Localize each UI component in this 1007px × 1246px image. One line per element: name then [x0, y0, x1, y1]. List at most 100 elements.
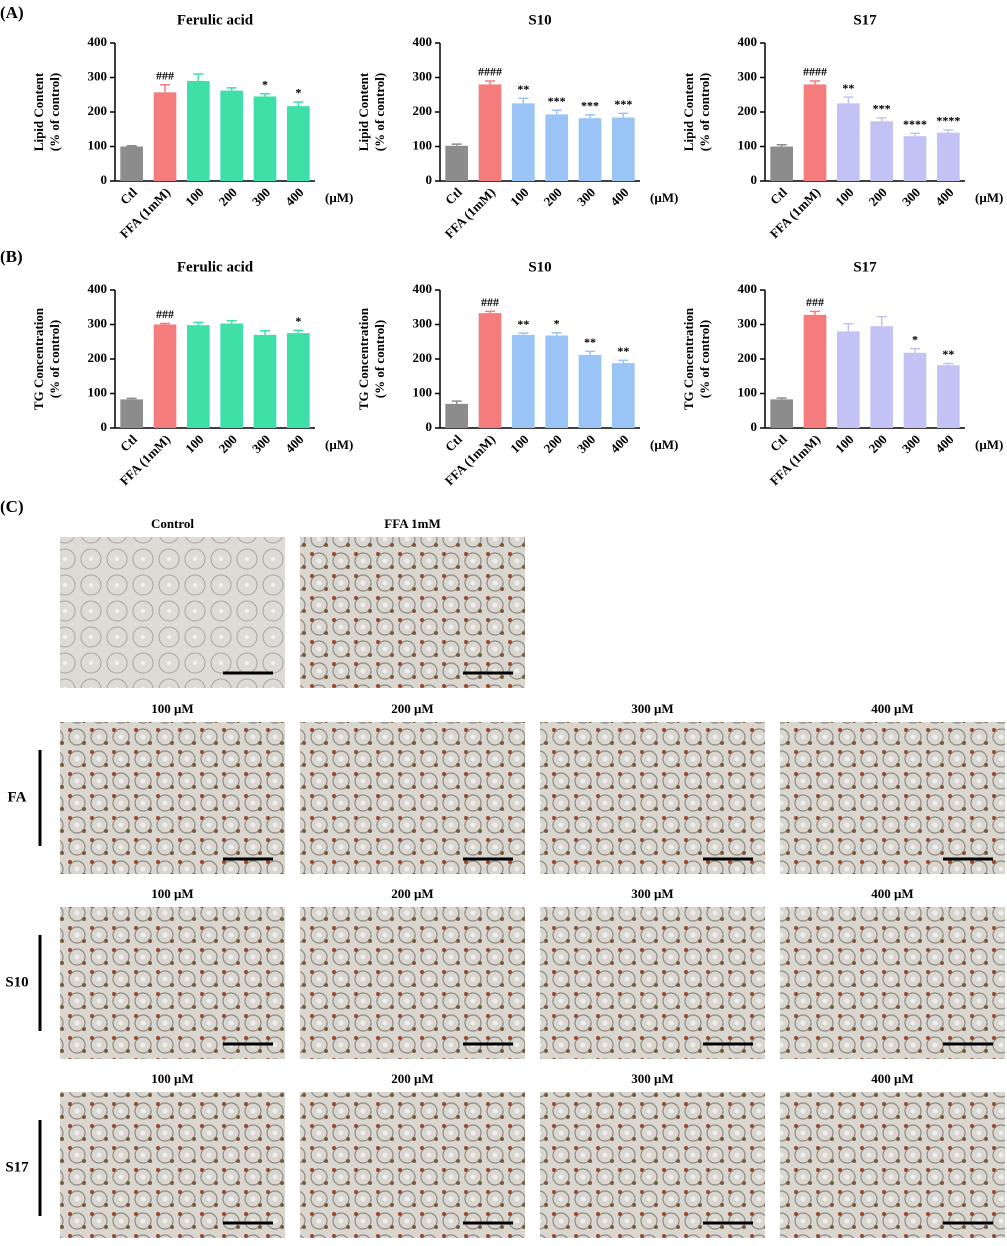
significance-label: ** [617, 344, 629, 358]
y-axis-label: (% of control) [372, 320, 387, 398]
x-tick-label: 300 [574, 432, 598, 456]
chart-title: S10 [528, 12, 551, 28]
x-tick-label: 100 [832, 185, 856, 209]
bar [578, 118, 602, 181]
x-tick-label: 400 [932, 432, 956, 456]
bar [870, 326, 893, 428]
error-bar [618, 359, 629, 364]
y-tick-label: 100 [88, 384, 108, 399]
bar [803, 84, 827, 181]
micrograph-label: 100 μM [151, 701, 193, 716]
chart-title: Ferulic acid [177, 259, 254, 275]
bar [612, 363, 635, 428]
significance-label: ### [156, 68, 174, 82]
y-axis-label: (% of control) [47, 320, 62, 398]
micrograph [60, 1092, 285, 1238]
x-tick-label: Ctl [767, 431, 790, 454]
x-unit-label: (μM) [325, 437, 353, 452]
x-tick-label: 200 [866, 185, 890, 209]
row-label: FA [8, 789, 27, 805]
y-axis-label: Lipid Content [681, 72, 696, 151]
y-tick-label: 300 [738, 68, 758, 83]
y-tick-label: 400 [413, 34, 433, 49]
y-tick-label: 0 [751, 172, 758, 187]
error-bar [451, 143, 462, 146]
error-bar [226, 319, 237, 324]
error-bar [551, 332, 562, 336]
significance-label: * [912, 332, 918, 346]
bar [187, 325, 210, 428]
bar [612, 117, 635, 181]
significance-label: #### [478, 65, 502, 79]
micrograph-label: 300 μM [631, 886, 673, 901]
y-tick-label: 0 [426, 172, 433, 187]
x-tick-label: 300 [574, 185, 598, 209]
micrograph [60, 907, 285, 1059]
bar [903, 136, 927, 181]
bar [837, 331, 860, 428]
x-tick-label: 300 [899, 185, 923, 209]
y-tick-label: 200 [738, 103, 758, 118]
micrograph-label: 300 μM [631, 1071, 673, 1086]
y-tick-label: 0 [101, 419, 108, 434]
error-bar [910, 347, 920, 353]
y-tick-label: 400 [738, 281, 758, 296]
error-bar [810, 80, 820, 85]
significance-label: *** [873, 102, 891, 116]
y-tick-label: 100 [413, 137, 433, 152]
x-tick-label: 200 [541, 185, 565, 209]
micrograph-label: Control [151, 516, 194, 531]
bar [578, 354, 602, 428]
bar [803, 314, 827, 428]
error-bar [910, 132, 920, 137]
micrograph-label: 400 μM [871, 886, 913, 901]
error-bar [126, 145, 137, 147]
y-tick-label: 300 [88, 68, 108, 83]
bar [220, 323, 243, 428]
significance-label: *** [581, 99, 599, 113]
y-tick-label: 200 [413, 103, 433, 118]
x-tick-label: 300 [899, 432, 923, 456]
y-axis-label: (% of control) [697, 73, 712, 151]
micrograph-label: FFA 1mM [384, 516, 440, 531]
chart-title: S10 [528, 259, 551, 275]
y-tick-label: 200 [738, 350, 758, 365]
micrograph [60, 722, 285, 874]
bar [287, 106, 310, 181]
bar [120, 399, 143, 428]
significance-label: *** [548, 94, 566, 108]
significance-label: **** [903, 117, 927, 131]
bar [187, 80, 210, 181]
y-axis-label: Lipid Content [356, 72, 371, 151]
error-bar [776, 144, 787, 147]
y-tick-label: 100 [413, 384, 433, 399]
x-tick-label: 300 [249, 432, 273, 456]
y-axis-label: TG Concentration [356, 307, 371, 410]
significance-label: * [295, 314, 301, 328]
x-tick-label: 100 [507, 185, 531, 209]
chart-title: Ferulic acid [177, 12, 254, 28]
y-tick-label: 400 [413, 281, 433, 296]
bar [545, 335, 568, 428]
micrograph [300, 537, 525, 688]
x-unit-label: (μM) [975, 190, 1003, 205]
error-bar [876, 117, 887, 122]
x-tick-label: 400 [607, 185, 631, 209]
error-bar [843, 323, 854, 332]
y-tick-label: 200 [88, 103, 108, 118]
error-bar [618, 112, 629, 118]
y-tick-label: 300 [738, 315, 758, 330]
error-bar [876, 315, 887, 327]
bar [253, 334, 277, 428]
significance-label: ** [584, 335, 596, 349]
row-label: S10 [5, 974, 28, 990]
error-bar [843, 96, 854, 104]
significance-label: #### [803, 65, 827, 79]
error-bar [126, 397, 137, 400]
significance-label: ** [517, 82, 529, 96]
x-unit-label: (μM) [650, 437, 678, 452]
x-tick-label: 200 [866, 432, 890, 456]
y-tick-label: 400 [88, 34, 108, 49]
chart-title: S17 [853, 12, 877, 28]
